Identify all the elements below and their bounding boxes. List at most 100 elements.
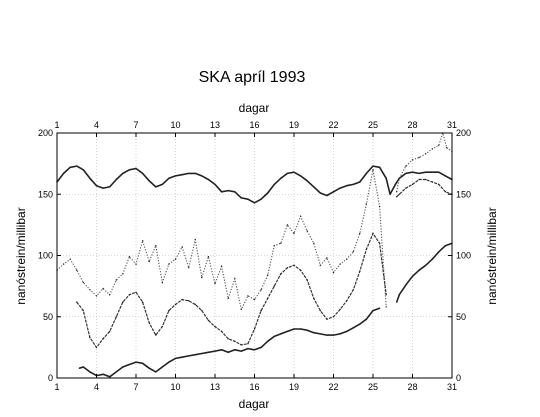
series-1-point [313, 186, 315, 188]
series-2-point [207, 256, 210, 258]
series-7-point [431, 258, 433, 260]
series-1-point [425, 171, 427, 173]
series-2-point [313, 242, 315, 244]
series-6-point [89, 371, 91, 373]
series-1-point [115, 178, 118, 181]
series-4-point [339, 308, 341, 311]
series-4-point [102, 338, 104, 340]
series-2-point [326, 257, 328, 259]
series-5-point [444, 191, 447, 193]
series-7-point [398, 294, 400, 296]
series-1-point [62, 172, 65, 175]
series-4-point [346, 300, 348, 302]
series-4-point [372, 232, 374, 235]
series-4-point [122, 301, 124, 303]
series-5-point [405, 187, 407, 189]
series-line-7 [395, 242, 453, 303]
series-4-point [267, 297, 269, 300]
series-4-point [148, 322, 150, 324]
series-2-point [115, 279, 118, 281]
series-2-point [201, 276, 203, 279]
series-3-point [438, 144, 440, 146]
series-4-point [168, 309, 170, 312]
series-4-point [293, 264, 295, 266]
series-1-point [128, 169, 131, 171]
x-tick-label-top: 22 [328, 120, 338, 130]
series-4-point [194, 303, 196, 306]
series-1-point [267, 192, 269, 194]
series-1-point [161, 183, 163, 186]
series-1-point [207, 178, 210, 181]
x-tick-label-top: 1 [54, 120, 59, 130]
series-6-point [188, 355, 190, 357]
series-1-point [122, 172, 124, 175]
series-6-point [214, 350, 216, 352]
y-tick-label-left: 50 [43, 312, 53, 322]
series-3-point [431, 148, 433, 150]
x-tick-label-bottom: 7 [133, 382, 138, 392]
series-4-point [385, 294, 387, 296]
series-4-point [352, 289, 354, 291]
y-tick-label-left: 150 [38, 189, 53, 199]
series-2-point [260, 289, 262, 291]
series-4-point [365, 248, 368, 251]
x-tick-label-top: 31 [447, 120, 457, 130]
series-line-5 [396, 178, 453, 198]
series-1-point [378, 166, 381, 168]
series-6-point [82, 366, 85, 368]
series-3-point [411, 159, 414, 161]
series-6-point [227, 351, 229, 353]
series-1-point [293, 171, 295, 173]
series-1-point [431, 171, 433, 173]
series-2-point [181, 246, 183, 248]
series-6-point [161, 366, 163, 368]
series-2-point [372, 169, 374, 171]
series-2-point [247, 295, 249, 297]
series-5-point [396, 196, 398, 198]
series-6-point [207, 351, 210, 353]
series-4-point [286, 267, 289, 269]
series-2-point [293, 232, 295, 235]
x-tick-label-top: 4 [94, 120, 99, 130]
series-6-point [148, 367, 150, 369]
series-4-point [332, 316, 335, 318]
series-6-point [122, 366, 124, 368]
series-1-point [155, 186, 157, 188]
x-tick-label-top: 10 [170, 120, 180, 130]
series-1-point [220, 191, 223, 193]
series-6-point [253, 349, 256, 351]
series-5-point [425, 178, 427, 181]
x-tick-label-bottom: 31 [447, 382, 457, 392]
series-6-point [293, 328, 295, 330]
series-1-point [194, 172, 196, 175]
series-4-point [141, 301, 144, 303]
series-6-point [234, 349, 236, 351]
series-2-point [365, 203, 368, 205]
series-6-point [102, 373, 104, 375]
series-4-point [115, 316, 118, 318]
series-4-point [128, 294, 131, 296]
series-2-point [194, 238, 196, 241]
series-7-point [396, 301, 398, 303]
series-6-point [319, 333, 321, 335]
series-6-point [339, 333, 341, 335]
series-2-point [299, 215, 302, 217]
series-6-point [128, 363, 131, 366]
series-2-point [280, 242, 282, 244]
series-2-point [346, 258, 348, 260]
series-1-point [247, 198, 249, 200]
series-2-point [253, 298, 256, 301]
series-4-point [181, 298, 183, 301]
y-axis-title-left: nanóstrein/millibar [14, 207, 28, 304]
series-2-point [319, 264, 321, 266]
series-1-point [135, 167, 137, 170]
series-2-point [109, 294, 111, 296]
series-line-6 [79, 307, 380, 378]
series-6-point [181, 356, 183, 358]
x-tick-label-top: 7 [133, 120, 138, 130]
series-3-point [418, 156, 420, 159]
series-1-point [405, 172, 407, 175]
series-4-point [188, 300, 190, 302]
series-1-point [201, 175, 203, 177]
series-6-point [201, 352, 203, 355]
